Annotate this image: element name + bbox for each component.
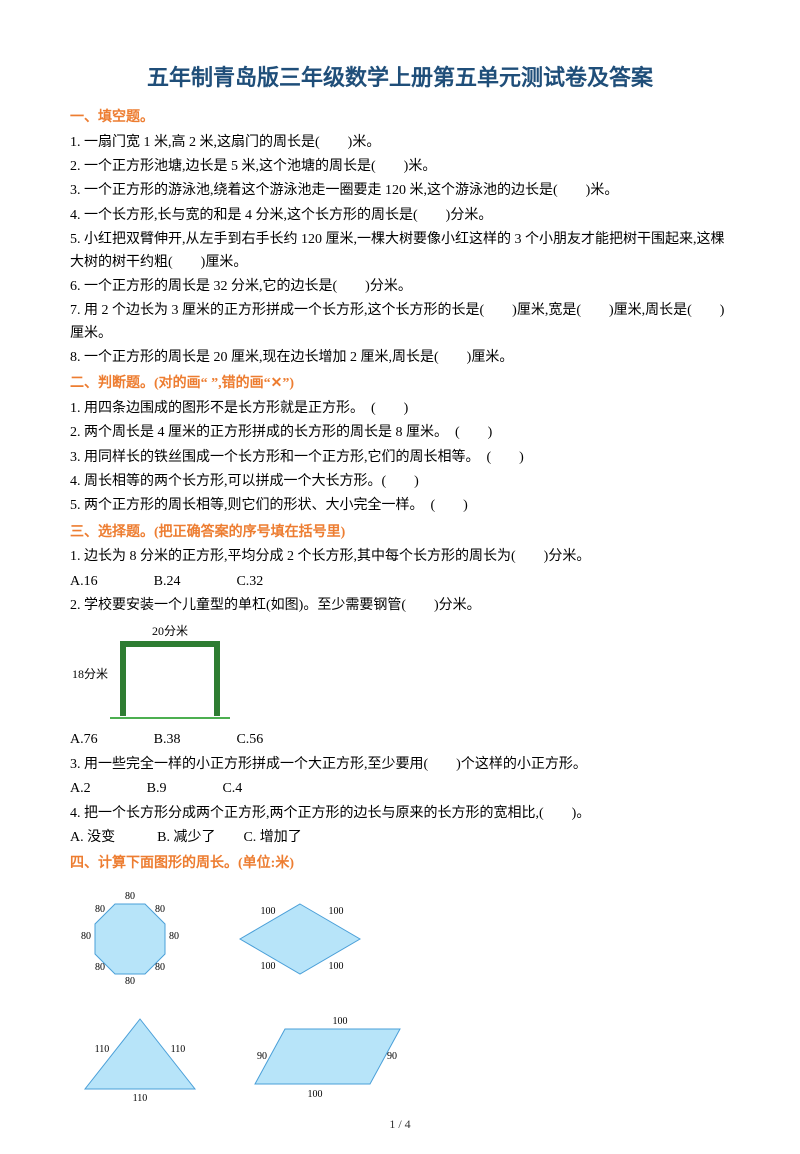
s1-q6: 6. 一个正方形的周长是 32 分米,它的边长是( )分米。 [70, 276, 730, 298]
s2-q4: 4. 周长相等的两个长方形,可以拼成一个大长方形。( ) [70, 471, 730, 493]
rhombus-shape: 100 100 100 100 [220, 884, 380, 984]
horizontal-bar-icon: 20分米 18分米 [70, 623, 270, 723]
rh-l3: 100 [261, 961, 276, 972]
oct-l5: 80 [125, 976, 135, 984]
page: 五年制青岛版三年级数学上册第五单元测试卷及答案 一、填空题。 1. 一扇门宽 1… [0, 0, 800, 1154]
document-title: 五年制青岛版三年级数学上册第五单元测试卷及答案 [70, 60, 730, 95]
par-right: 90 [387, 1051, 397, 1062]
triangle-shape: 110 110 110 [70, 1004, 210, 1104]
s1-q1: 1. 一扇门宽 1 米,高 2 米,这扇门的周长是( )米。 [70, 132, 730, 154]
s1-q2: 2. 一个正方形池塘,边长是 5 米,这个池塘的周长是( )米。 [70, 156, 730, 178]
s3-q3: 3. 用一些完全一样的小正方形拼成一个大正方形,至少要用( )个这样的小正方形。 [70, 754, 730, 776]
s3-q4: 4. 把一个长方形分成两个正方形,两个正方形的边长与原来的长方形的宽相比,( )… [70, 803, 730, 825]
oct-l4: 80 [155, 962, 165, 973]
s3-q3-opts: A.2 B.9 C.4 [70, 778, 730, 800]
s1-q4: 4. 一个长方形,长与宽的和是 4 分米,这个长方形的周长是( )分米。 [70, 205, 730, 227]
section1-header: 一、填空题。 [70, 107, 730, 129]
s2-q1: 1. 用四条边围成的图形不是长方形就是正方形。 ( ) [70, 398, 730, 420]
par-top: 100 [333, 1016, 348, 1027]
s2-q3: 3. 用同样长的铁丝围成一个长方形和一个正方形,它们的周长相等。 ( ) [70, 447, 730, 469]
oct-l2: 80 [155, 904, 165, 915]
s1-q3: 3. 一个正方形的游泳池,绕着这个游泳池走一圈要走 120 米,这个游泳池的边长… [70, 180, 730, 202]
tri-l2: 110 [171, 1044, 186, 1055]
section4-header: 四、计算下面图形的周长。(单位:米) [70, 853, 730, 875]
par-bot: 100 [308, 1089, 323, 1100]
shapes-row-1: 80 80 80 80 80 80 80 80 100 100 100 100 [70, 884, 730, 984]
oct-l1: 80 [125, 891, 135, 902]
oct-l8: 80 [95, 904, 105, 915]
bar-diagram: 20分米 18分米 [70, 623, 730, 723]
s3-q1: 1. 边长为 8 分米的正方形,平均分成 2 个长方形,其中每个长方形的周长为(… [70, 546, 730, 568]
oct-l3: 80 [169, 931, 179, 942]
s1-q7: 7. 用 2 个边长为 3 厘米的正方形拼成一个长方形,这个长方形的长是( )厘… [70, 300, 730, 345]
page-number: 1 / 4 [0, 1115, 800, 1134]
tri-l3: 110 [133, 1093, 148, 1104]
section3-header: 三、选择题。(把正确答案的序号填在括号里) [70, 522, 730, 544]
oct-l6: 80 [95, 962, 105, 973]
parallelogram-shape: 100 100 90 90 [240, 1004, 420, 1104]
par-left: 90 [257, 1051, 267, 1062]
rh-l1: 100 [261, 906, 276, 917]
bar-left-label: 18分米 [72, 667, 108, 681]
s3-q1-opts: A.16 B.24 C.32 [70, 571, 730, 593]
s1-q5: 5. 小红把双臂伸开,从左手到右手长约 120 厘米,一棵大树要像小红这样的 3… [70, 229, 730, 274]
oct-l7: 80 [81, 931, 91, 942]
rh-l2: 100 [329, 906, 344, 917]
s3-q2: 2. 学校要安装一个儿童型的单杠(如图)。至少需要钢管( )分米。 [70, 595, 730, 617]
section2-header: 二、判断题。(对的画“ ”,错的画“✕”) [70, 373, 730, 395]
s3-q2-opts: A.76 B.38 C.56 [70, 729, 730, 751]
rh-l4: 100 [329, 961, 344, 972]
tri-l1: 110 [95, 1044, 110, 1055]
s1-q8: 8. 一个正方形的周长是 20 厘米,现在边长增加 2 厘米,周长是( )厘米。 [70, 347, 730, 369]
s2-q5: 5. 两个正方形的周长相等,则它们的形状、大小完全一样。 ( ) [70, 495, 730, 517]
bar-top-label: 20分米 [152, 624, 188, 638]
octagon-shape: 80 80 80 80 80 80 80 80 [70, 884, 190, 984]
shapes-row-2: 110 110 110 100 100 90 90 [70, 1004, 730, 1104]
s2-q2: 2. 两个周长是 4 厘米的正方形拼成的长方形的周长是 8 厘米。 ( ) [70, 422, 730, 444]
s3-q4-opts: A. 没变 B. 减少了 C. 增加了 [70, 827, 730, 849]
